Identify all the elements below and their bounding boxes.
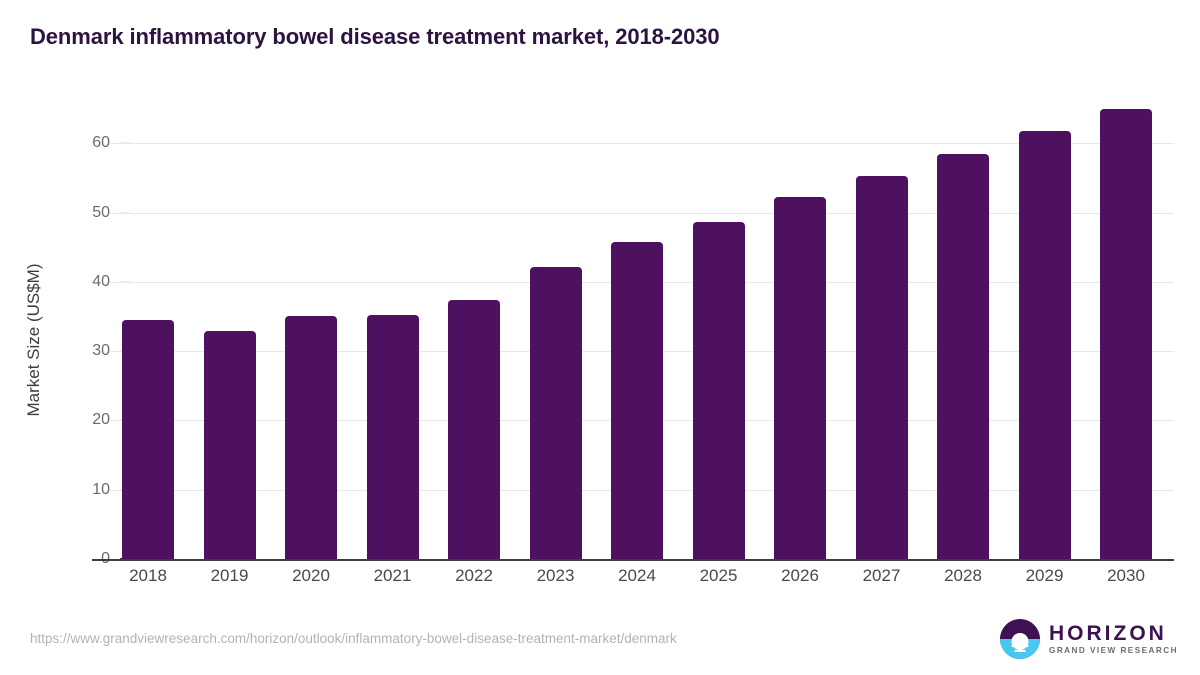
bar-2030[interactable] [1100, 109, 1152, 559]
logo-wordmark: HORIZON [1049, 621, 1167, 645]
bar-2021[interactable] [366, 315, 419, 559]
logo-ray-one [1011, 645, 1029, 648]
x-axis-tick-label: 2029 [1025, 566, 1064, 585]
y-axis-tick-label: 0 [50, 550, 110, 568]
bar-2028[interactable] [937, 153, 989, 559]
bar-2024[interactable] [611, 241, 663, 559]
y-axis-tick-label: 20 [92, 411, 110, 429]
horizon-logo-icon [1000, 619, 1040, 659]
logo-ray-two [1014, 649, 1026, 652]
y-axis-tick-label: 10 [92, 480, 110, 498]
logo-text-block: HORIZON GRAND VIEW RESEARCH [1049, 623, 1178, 655]
y-axis-tick-label: 50 [92, 203, 110, 221]
gridline [110, 212, 1174, 214]
bar-2020[interactable] [285, 316, 337, 559]
x-axis-tick-label: 2019 [210, 566, 249, 585]
bar-2023[interactable] [529, 266, 582, 559]
logo-sun-shape [1011, 633, 1029, 651]
gridline [110, 143, 1174, 145]
x-axis-tick-label: 2023 [536, 566, 575, 585]
x-axis-tick-label: 2027 [862, 566, 901, 585]
page-title: Denmark inflammatory bowel disease treat… [30, 24, 720, 49]
bar-2025[interactable] [692, 222, 745, 559]
x-axis-tick-label: 2024 [618, 566, 656, 585]
bar-2019[interactable] [203, 331, 256, 559]
x-axis-tick-label: 2020 [292, 566, 330, 585]
x-axis-tick-label: 2026 [781, 566, 819, 585]
x-axis-line [92, 559, 1174, 561]
bar-2022[interactable] [448, 299, 500, 559]
bar-2018[interactable] [122, 319, 174, 559]
y-axis-tick-label: 30 [92, 342, 110, 360]
x-axis-tick-label: 2030 [1107, 566, 1145, 585]
bar-2026[interactable] [774, 196, 826, 559]
x-axis-tick-label: 2018 [129, 566, 167, 585]
bar-2027[interactable] [855, 175, 908, 559]
x-axis-tick-label: 2028 [944, 566, 982, 585]
x-axis-tick-label: 2021 [373, 566, 412, 585]
y-axis-tick-label: 40 [92, 272, 110, 290]
bar-series: 2018 2019 2020 2021 2022 2023 2024 2025 2026 2027… [122, 109, 1152, 585]
logo-subtitle: GRAND VIEW RESEARCH [1049, 645, 1178, 655]
y-axis-tick-label: 60 [92, 134, 110, 152]
x-axis-tick-label: 2025 [699, 566, 738, 585]
bar-2029[interactable] [1018, 131, 1071, 559]
horizon-logo: HORIZON GRAND VIEW RESEARCH [1000, 617, 1178, 661]
source-url[interactable]: https://www.grandviewresearch.com/horizo… [30, 631, 677, 646]
x-axis-tick-label: 2022 [455, 566, 493, 585]
